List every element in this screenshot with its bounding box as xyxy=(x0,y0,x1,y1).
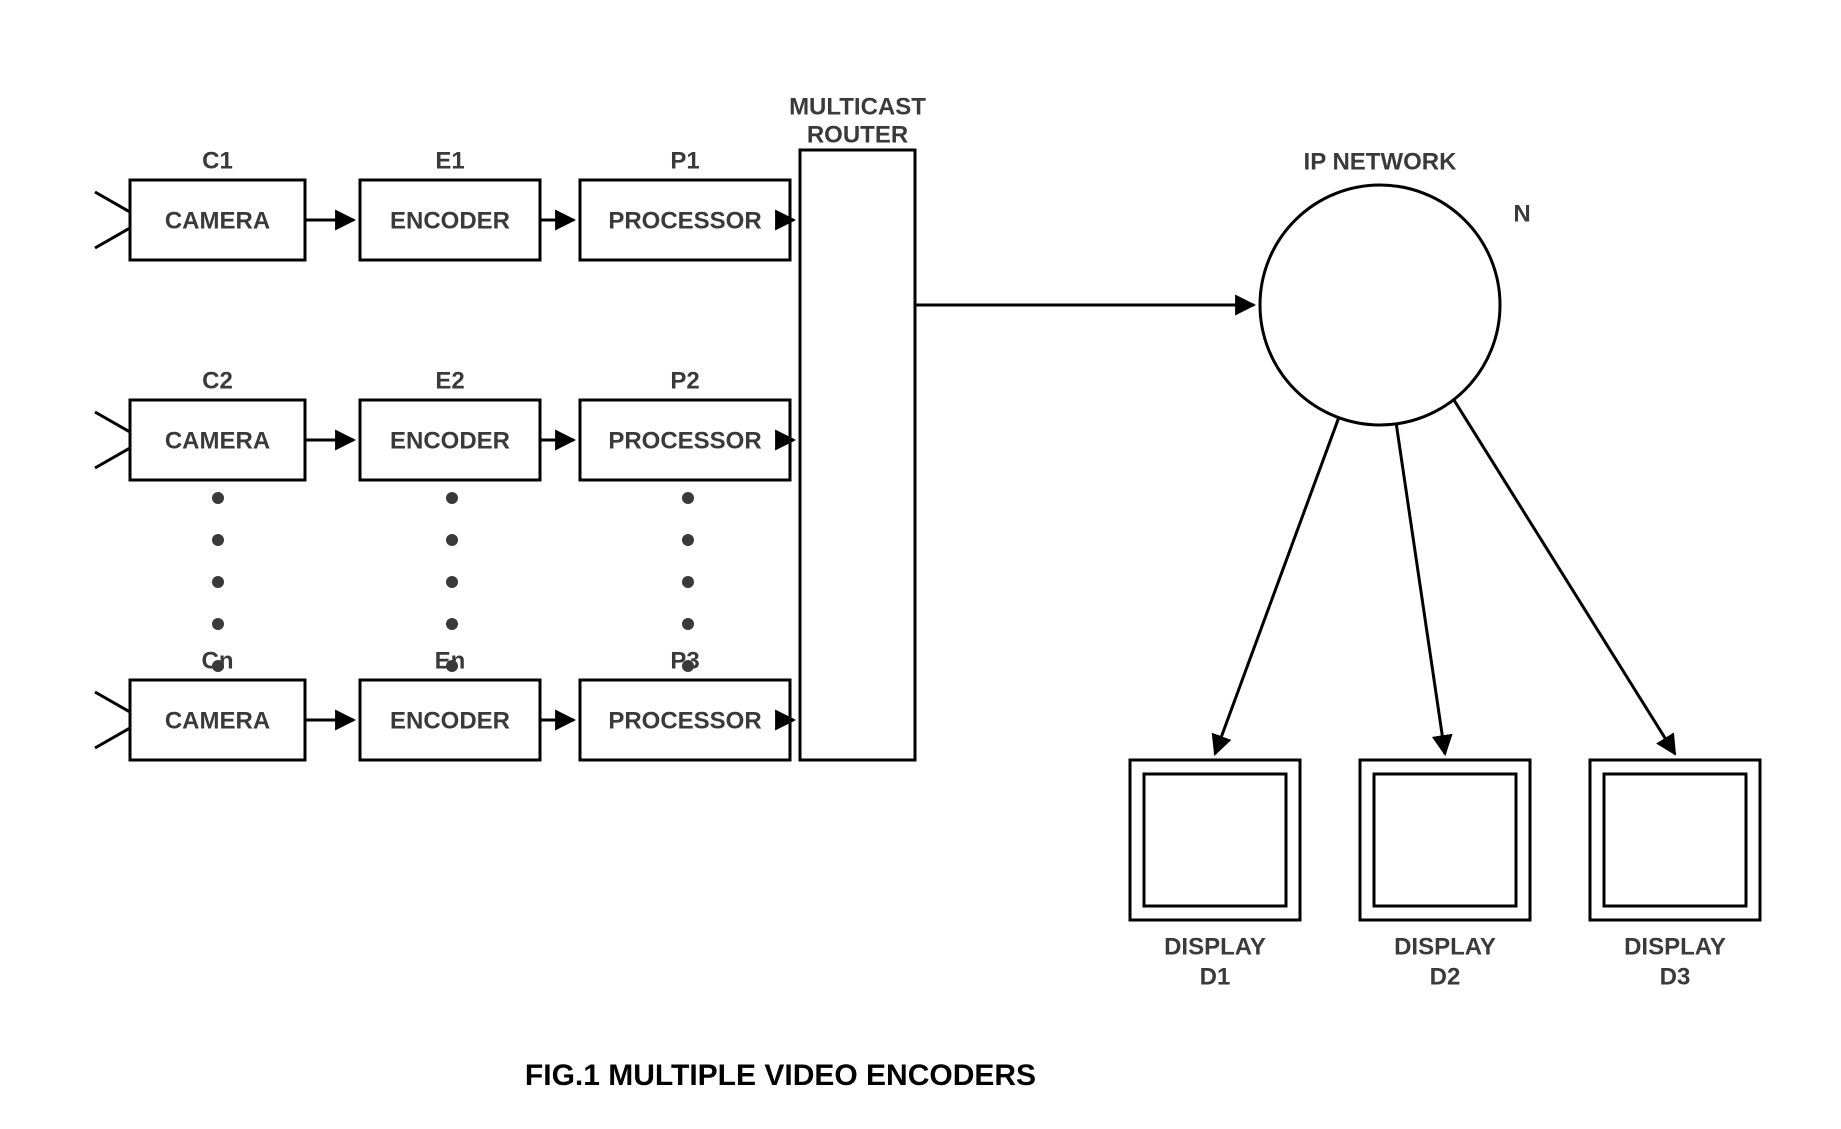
ellipsis-dot xyxy=(446,492,458,504)
svg-text:ENCODER: ENCODER xyxy=(390,427,510,454)
svg-text:ENCODER: ENCODER xyxy=(390,207,510,234)
arrow xyxy=(1215,418,1339,754)
svg-text:P1: P1 xyxy=(670,147,699,174)
arrow xyxy=(1454,400,1675,754)
d1-display-inner xyxy=(1144,774,1286,906)
ellipsis-dot xyxy=(212,534,224,546)
d2-display-inner xyxy=(1374,774,1516,906)
svg-text:E1: E1 xyxy=(435,147,464,174)
svg-text:ROUTER: ROUTER xyxy=(807,121,908,148)
svg-text:ENCODER: ENCODER xyxy=(390,707,510,734)
svg-text:D1: D1 xyxy=(1200,963,1231,990)
svg-text:PROCESSOR: PROCESSOR xyxy=(608,427,761,454)
ip-network-node xyxy=(1260,185,1500,425)
ellipsis-dot xyxy=(446,618,458,630)
ellipsis-dot xyxy=(212,618,224,630)
ellipsis-dot xyxy=(682,534,694,546)
d3-display-inner xyxy=(1604,774,1746,906)
svg-text:CAMERA: CAMERA xyxy=(165,427,270,454)
ellipsis-dot xyxy=(212,576,224,588)
ellipsis-dot xyxy=(682,660,694,672)
svg-text:FIG.1 MULTIPLE VIDEO ENCODERS: FIG.1 MULTIPLE VIDEO ENCODERS xyxy=(525,1059,1036,1092)
svg-text:PROCESSOR: PROCESSOR xyxy=(608,207,761,234)
svg-text:CAMERA: CAMERA xyxy=(165,207,270,234)
svg-text:C2: C2 xyxy=(202,367,233,394)
ellipsis-dot xyxy=(682,492,694,504)
arrow xyxy=(1396,424,1445,754)
svg-text:N: N xyxy=(1513,200,1530,227)
diagram-canvas: C1 CAMERA E1 ENCODER P1 PROCESSOR C2 CAMERA E2 EN… xyxy=(0,0,1841,1129)
ellipsis-dot xyxy=(446,534,458,546)
svg-text:C1: C1 xyxy=(202,147,233,174)
svg-text:DISPLAY: DISPLAY xyxy=(1164,933,1266,960)
svg-text:E2: E2 xyxy=(435,367,464,394)
ellipsis-dot xyxy=(682,618,694,630)
svg-text:DISPLAY: DISPLAY xyxy=(1624,933,1726,960)
svg-text:PROCESSOR: PROCESSOR xyxy=(608,707,761,734)
svg-text:IP NETWORK: IP NETWORK xyxy=(1304,148,1458,175)
ellipsis-dot xyxy=(446,660,458,672)
ellipsis-dot xyxy=(682,576,694,588)
svg-text:CAMERA: CAMERA xyxy=(165,707,270,734)
svg-text:P2: P2 xyxy=(670,367,699,394)
svg-text:D2: D2 xyxy=(1430,963,1461,990)
multicast-router-box xyxy=(800,150,915,760)
ellipsis-dot xyxy=(212,492,224,504)
svg-text:DISPLAY: DISPLAY xyxy=(1394,933,1496,960)
svg-text:D3: D3 xyxy=(1660,963,1691,990)
ellipsis-dot xyxy=(212,660,224,672)
ellipsis-dot xyxy=(446,576,458,588)
svg-text:MULTICAST: MULTICAST xyxy=(789,93,926,120)
